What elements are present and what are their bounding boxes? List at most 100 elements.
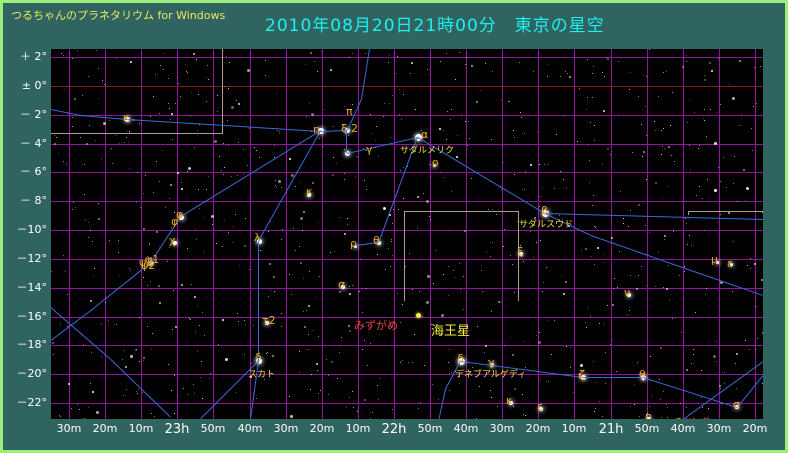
bright-star — [539, 407, 543, 411]
star-point — [142, 357, 145, 359]
x-axis-tick-label: 10m — [128, 422, 154, 435]
star-point — [224, 219, 226, 221]
star-point — [500, 99, 502, 101]
star-point — [85, 219, 87, 221]
star-point — [198, 207, 200, 209]
star-point — [733, 183, 734, 185]
star-point — [352, 406, 354, 408]
star-point — [704, 79, 707, 82]
star-point — [210, 215, 214, 219]
star-point — [756, 103, 757, 105]
star-point — [230, 175, 232, 177]
star-point — [454, 277, 456, 279]
star-point — [594, 264, 596, 266]
star-point — [238, 141, 240, 143]
star-point — [98, 218, 101, 221]
star-point — [176, 395, 178, 397]
ecliptic-segment — [518, 211, 519, 301]
star-point — [147, 284, 149, 286]
y-axis-tick-label: ± 0° — [21, 79, 47, 92]
star-point — [697, 148, 699, 150]
star-point — [736, 387, 738, 389]
star-point — [520, 116, 522, 118]
star-point — [305, 116, 307, 118]
star-point — [136, 393, 138, 395]
star-point — [476, 101, 479, 104]
star-point — [586, 58, 588, 60]
star-point — [647, 413, 649, 415]
star-point — [603, 324, 605, 326]
star-point — [762, 382, 763, 384]
star-point — [572, 391, 574, 393]
star-point — [330, 361, 333, 364]
star-point — [308, 270, 310, 272]
star-point — [376, 125, 378, 127]
star-point — [449, 229, 451, 231]
star-label: κ — [506, 394, 513, 407]
star-point — [503, 245, 505, 247]
star-point — [521, 393, 523, 395]
grid-line-horizontal — [51, 403, 763, 404]
star-label: ι — [578, 369, 582, 382]
star-point — [447, 90, 449, 91]
chart-title: 2010年08月20日21時00分 東京の星空 — [265, 16, 605, 36]
star-chart-plot[interactable]: κηξ2πγαοκφχψ1ψ2ψ3λθρσβξμετ2δδγννβ1ζθιθσκ… — [51, 49, 763, 419]
star-point — [613, 287, 615, 289]
star-point — [64, 270, 66, 272]
star-point — [383, 207, 387, 211]
star-point — [490, 138, 492, 140]
star-point — [160, 65, 162, 67]
x-axis-tick-label: 21h — [598, 422, 624, 437]
star-point — [690, 363, 692, 364]
star-point — [339, 345, 341, 347]
star-point — [463, 229, 466, 232]
star-point — [645, 105, 647, 107]
star-point — [628, 315, 629, 316]
star-point — [623, 223, 625, 225]
star-point — [648, 231, 650, 233]
star-point — [121, 359, 123, 360]
star-point — [592, 205, 594, 207]
star-point — [366, 149, 368, 151]
star-point — [150, 289, 152, 290]
star-point — [713, 354, 716, 358]
y-axis-tick-label: － 8° — [20, 194, 47, 207]
star-point — [348, 330, 351, 333]
star-point — [698, 145, 700, 147]
star-point — [143, 359, 145, 361]
star-point — [442, 177, 444, 179]
bright-star — [432, 163, 436, 167]
star-point — [762, 331, 763, 334]
star-point — [247, 69, 251, 73]
star-point — [504, 345, 506, 347]
star-point — [389, 325, 391, 327]
star-point — [402, 167, 404, 169]
star-point — [703, 118, 705, 120]
star-point — [567, 225, 570, 228]
x-axis-tick-label: 23h — [164, 422, 190, 437]
star-point — [509, 255, 511, 257]
star-point — [154, 416, 155, 418]
star-point — [162, 149, 164, 151]
star-point — [115, 58, 117, 60]
star-point — [720, 180, 721, 182]
star-point — [693, 111, 695, 113]
star-point — [313, 61, 315, 63]
star-point — [193, 296, 196, 299]
star-point — [198, 189, 200, 190]
star-point — [587, 96, 589, 98]
star-point — [481, 269, 483, 271]
star-point — [71, 407, 73, 409]
star-point — [523, 188, 525, 190]
star-point — [333, 250, 335, 252]
star-point — [565, 71, 566, 73]
bright-star — [519, 252, 523, 256]
star-point — [561, 218, 563, 220]
grid-line-vertical — [286, 49, 287, 419]
star-point — [409, 252, 411, 254]
star-point — [280, 326, 282, 327]
star-point — [661, 198, 663, 199]
star-point — [747, 264, 748, 266]
star-point — [450, 119, 452, 120]
star-point — [93, 276, 95, 278]
